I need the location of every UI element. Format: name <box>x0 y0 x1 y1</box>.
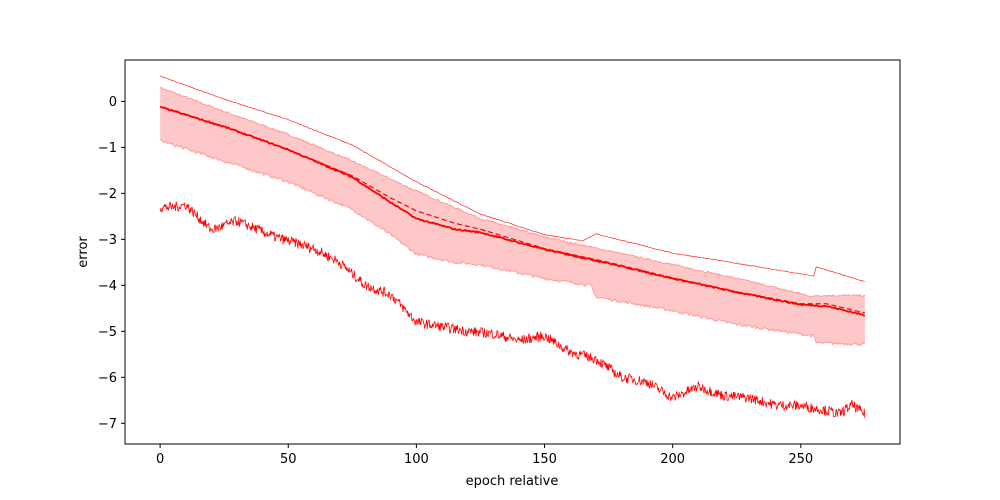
x-tick-label: 150 <box>532 452 557 467</box>
y-tick-label: −2 <box>98 187 117 202</box>
x-tick-label: 200 <box>660 452 685 467</box>
series-upper-line <box>160 75 865 282</box>
series-mean-line <box>159 105 866 317</box>
x-axis-label: epoch relative <box>466 474 559 489</box>
y-axis-label: error <box>76 236 91 268</box>
x-tick-label: 250 <box>788 452 813 467</box>
y-tick-label: 0 <box>109 95 117 110</box>
y-tick-label: −6 <box>98 371 117 386</box>
y-tick-label: −3 <box>98 233 117 248</box>
x-tick-label: 100 <box>404 452 429 467</box>
confidence-band <box>160 87 865 346</box>
axes-frame <box>124 59 901 445</box>
x-tick-label: 0 <box>156 452 164 467</box>
y-tick-label: −1 <box>98 141 117 156</box>
axis-ticks: 0 50 100 150 200 250 0 −1 −2 −3 −4 −5 −6 −7 <box>98 95 813 467</box>
y-tick-label: −4 <box>98 279 117 294</box>
x-tick-label: 50 <box>280 452 297 467</box>
band-lower-edge <box>159 138 866 347</box>
y-tick-label: −7 <box>98 417 117 432</box>
band-upper-edge <box>159 86 866 298</box>
plot-area <box>159 75 866 419</box>
y-tick-label: −5 <box>98 325 117 340</box>
series-lower-noisy-line <box>159 201 866 419</box>
